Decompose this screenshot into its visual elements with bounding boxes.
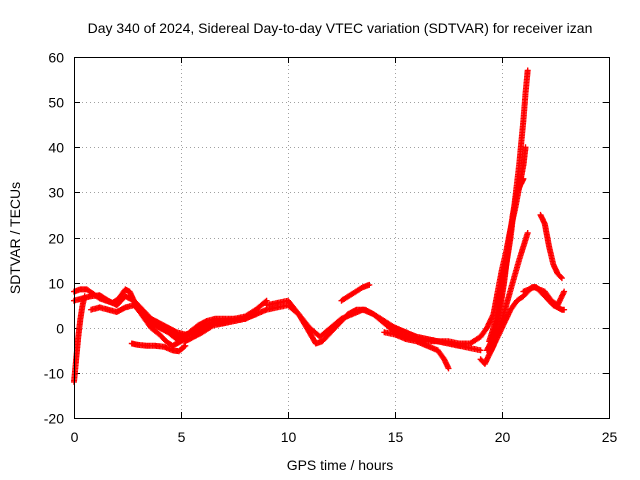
data-point xyxy=(561,306,568,313)
data-point xyxy=(182,342,189,349)
data-point xyxy=(262,298,269,305)
data-point xyxy=(445,365,452,372)
data-point xyxy=(366,281,373,288)
data-point xyxy=(477,347,484,354)
grid xyxy=(74,57,609,418)
series-arc-9 xyxy=(381,329,452,372)
x-tick-label: 5 xyxy=(178,429,186,445)
y-tick-label: 50 xyxy=(48,95,64,111)
data-point xyxy=(558,275,565,282)
data-point xyxy=(561,288,568,295)
series-arc-17 xyxy=(477,270,505,367)
x-tick-label: 15 xyxy=(388,429,404,445)
data-point xyxy=(557,274,564,280)
x-tick-label: 0 xyxy=(71,429,79,445)
y-tick-label: 60 xyxy=(48,50,64,66)
y-tick-label: 30 xyxy=(48,185,64,201)
y-tick-label: 0 xyxy=(56,321,64,337)
tick-labels: 0 5 10 15 20 25 -20 -10 0 10 20 30 40 50 60 xyxy=(44,50,618,446)
chart-title: Day 340 of 2024, Sidereal Day-to-day VTE… xyxy=(88,20,593,36)
y-tick-label: 40 xyxy=(48,140,64,156)
data-point xyxy=(524,67,531,74)
x-tick-label: 20 xyxy=(495,429,511,445)
series-arc-7 xyxy=(263,297,484,354)
y-tick-label: -20 xyxy=(44,411,64,427)
series-arc-1 xyxy=(71,293,88,385)
y-axis-label: SDTVAR / TECUs xyxy=(7,182,23,294)
data-point xyxy=(499,270,505,277)
y-tick-label: 10 xyxy=(48,276,64,292)
series-arc-15 xyxy=(537,211,565,282)
x-axis-label: GPS time / hours xyxy=(287,457,394,473)
y-tick-label: 20 xyxy=(48,231,64,247)
plot-frame xyxy=(74,57,610,419)
data-point xyxy=(524,230,531,236)
y-tick-label: -10 xyxy=(44,366,64,382)
data-point xyxy=(181,343,188,350)
series-arc-5 xyxy=(128,340,189,355)
series-arc-8 xyxy=(338,281,373,304)
data-points xyxy=(71,67,568,385)
x-tick-label: 10 xyxy=(281,429,297,445)
data-point xyxy=(520,175,527,182)
x-tick-label: 25 xyxy=(602,429,618,445)
series-arc-16 xyxy=(520,284,568,309)
